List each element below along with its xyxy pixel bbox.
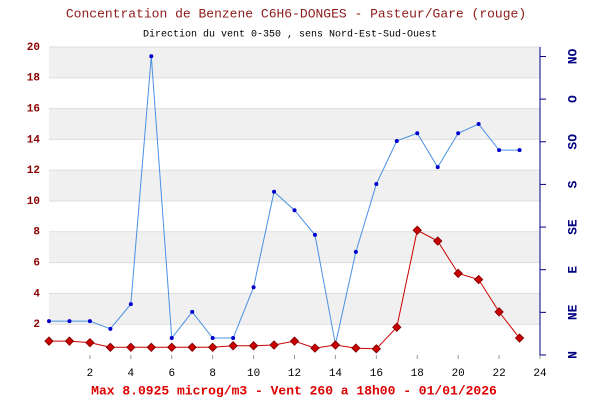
- marker: [374, 182, 379, 187]
- y-tick-label: 8: [33, 227, 40, 239]
- marker: [149, 54, 154, 59]
- marker: [394, 138, 399, 143]
- x-tick-label: 8: [209, 368, 216, 380]
- band: [49, 170, 540, 201]
- marker: [330, 340, 341, 350]
- marker: [353, 249, 358, 254]
- x-tick-label: 14: [329, 368, 343, 380]
- marker: [187, 342, 197, 353]
- y-tick-label: 20: [27, 42, 40, 54]
- marker: [67, 319, 72, 324]
- marker: [392, 322, 402, 332]
- marker: [433, 236, 443, 246]
- marker: [44, 336, 54, 346]
- y-tick-label: 14: [27, 134, 41, 146]
- band: [49, 47, 540, 78]
- marker: [248, 341, 259, 351]
- y-tick-label: 10: [27, 196, 40, 208]
- y2-tick-label: SE: [565, 219, 580, 235]
- marker: [435, 165, 440, 170]
- x-tick-label: 12: [288, 368, 301, 380]
- marker: [517, 148, 522, 153]
- y2-tick-label: S: [565, 180, 580, 188]
- marker: [415, 131, 420, 136]
- x-tick-label: 18: [411, 368, 424, 380]
- chart-title: Concentration de Benzene C6H6-DONGES - P…: [66, 6, 526, 21]
- marker: [47, 319, 51, 324]
- marker: [269, 340, 279, 350]
- marker: [167, 342, 177, 353]
- marker: [289, 336, 300, 346]
- y2-tick-label: SO: [565, 134, 580, 150]
- x-tick-label: 2: [87, 368, 94, 380]
- y-tick-label: 12: [27, 165, 40, 177]
- marker: [514, 333, 525, 343]
- x-tick-label: 6: [168, 368, 175, 380]
- marker: [272, 189, 277, 194]
- y2-tick-label: NO: [565, 48, 580, 64]
- y2-tick-label: NE: [565, 304, 580, 320]
- y-tick-label: 18: [27, 73, 41, 85]
- y2-tick-label: O: [565, 95, 580, 103]
- x-tick-label: 24: [533, 368, 547, 380]
- marker: [453, 268, 463, 279]
- band: [49, 293, 540, 325]
- y-tick-label: 2: [33, 319, 40, 331]
- marker: [371, 344, 382, 354]
- x-tick-label: 4: [128, 368, 135, 380]
- y-tick-label: 4: [33, 288, 40, 300]
- marker: [87, 319, 92, 324]
- y2-tick-label: N: [565, 351, 580, 359]
- marker: [473, 274, 484, 285]
- marker: [108, 326, 113, 331]
- marker: [210, 336, 215, 341]
- marker: [292, 208, 297, 213]
- band: [49, 231, 540, 263]
- y-tick-label: 6: [33, 258, 40, 270]
- marker: [85, 337, 95, 348]
- x-tick-label: 22: [492, 368, 505, 380]
- marker: [228, 341, 238, 351]
- marker: [476, 122, 481, 126]
- marker: [207, 342, 218, 353]
- y-tick-label: 16: [27, 104, 40, 116]
- caption: Max 8.0925 microg/m3 - Vent 260 a 18h00 …: [91, 383, 497, 398]
- marker: [231, 336, 236, 341]
- marker: [412, 225, 422, 235]
- marker: [105, 342, 116, 353]
- marker: [190, 309, 195, 314]
- marker: [126, 342, 136, 353]
- marker: [251, 285, 256, 290]
- marker: [128, 302, 133, 307]
- series-line: [49, 56, 520, 345]
- marker: [310, 343, 320, 353]
- band: [49, 108, 540, 140]
- y2-tick-label: E: [565, 266, 580, 274]
- marker: [456, 131, 461, 136]
- marker: [64, 336, 75, 346]
- marker: [312, 232, 317, 237]
- chart-subtitle: Direction du vent 0-350 , sens Nord-Est-…: [143, 29, 437, 41]
- x-tick-label: 10: [247, 368, 260, 380]
- marker: [497, 148, 502, 153]
- x-tick-label: 20: [452, 368, 465, 380]
- marker: [494, 307, 504, 317]
- marker: [146, 342, 156, 353]
- x-tick-label: 16: [370, 368, 383, 380]
- marker: [169, 336, 174, 341]
- marker: [351, 343, 361, 353]
